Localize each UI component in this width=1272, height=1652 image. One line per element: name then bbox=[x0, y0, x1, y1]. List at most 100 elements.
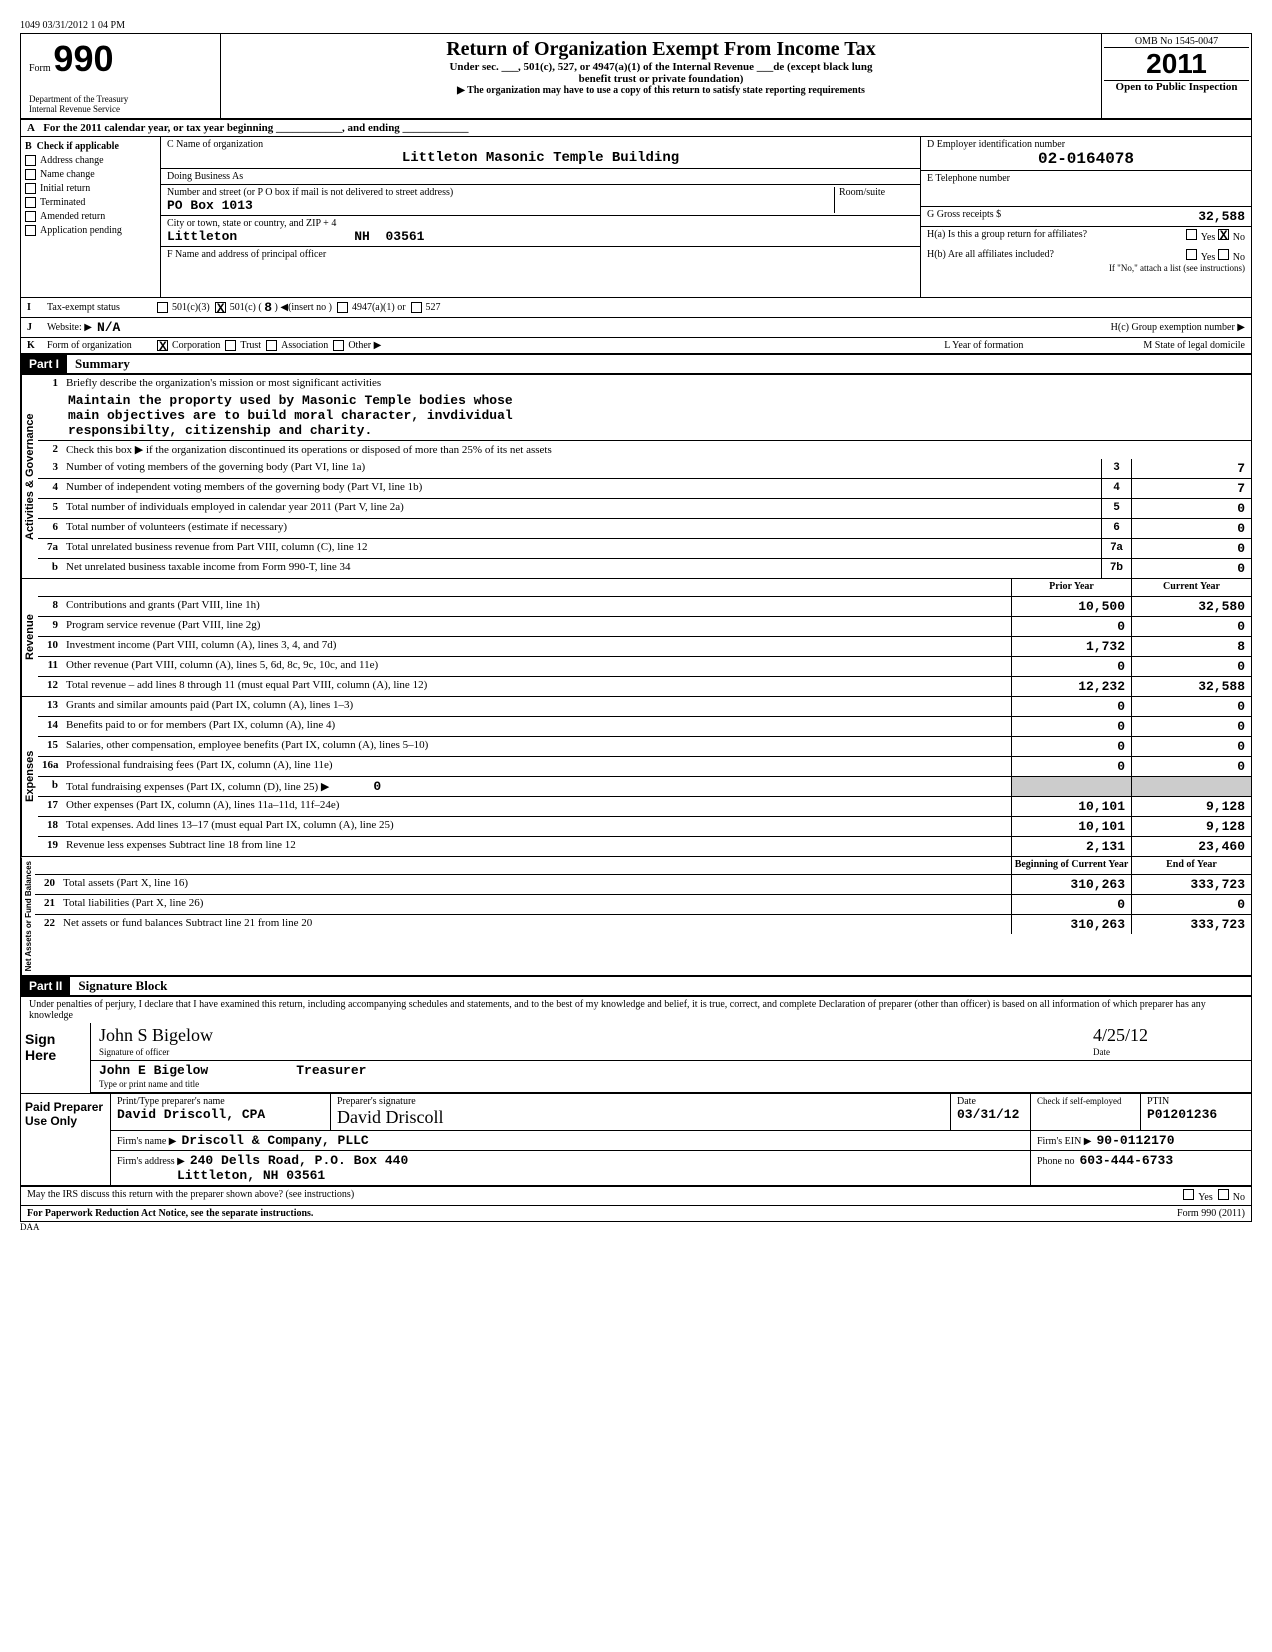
line-k: K Form of organization Corporation Trust… bbox=[21, 338, 1251, 355]
governance-section: Activities & Governance 1Briefly describ… bbox=[21, 375, 1251, 579]
firm-ein: 90-0112170 bbox=[1097, 1133, 1175, 1148]
governance-label: Activities & Governance bbox=[21, 375, 38, 578]
gross-receipts-label: G Gross receipts $ bbox=[927, 209, 1001, 224]
part-2-header: Part II Signature Block bbox=[21, 977, 1251, 997]
state: NH bbox=[354, 229, 370, 244]
ein-label: D Employer identification number bbox=[927, 139, 1245, 150]
revenue-section: Revenue Prior YearCurrent Year 8Contribu… bbox=[21, 579, 1251, 697]
line-m-label: M State of legal domicile bbox=[1143, 340, 1245, 351]
preparer-name: David Driscoll, CPA bbox=[117, 1107, 265, 1122]
checkbox-501c[interactable] bbox=[215, 302, 226, 313]
checkbox-discuss-no[interactable] bbox=[1218, 1189, 1229, 1200]
city-label: City or town, state or country, and ZIP … bbox=[167, 218, 914, 229]
zip: 03561 bbox=[385, 229, 424, 244]
checkbox-trust[interactable] bbox=[225, 340, 236, 351]
ptin-value: P01201236 bbox=[1147, 1107, 1217, 1122]
officer-label: F Name and address of principal officer bbox=[161, 247, 920, 297]
identification-grid: B Check if applicable Address change Nam… bbox=[21, 137, 1251, 298]
street-address: PO Box 1013 bbox=[167, 198, 834, 213]
part-1-header: Part I Summary bbox=[21, 355, 1251, 375]
checkbox-hb-no[interactable] bbox=[1218, 249, 1229, 260]
ha-label: H(a) Is this a group return for affiliat… bbox=[927, 229, 1087, 243]
gross-receipts-value: 32,588 bbox=[1198, 209, 1245, 224]
section-b: B Check if applicable Address change Nam… bbox=[21, 137, 161, 297]
timestamp: 1049 03/31/2012 1 04 PM bbox=[20, 20, 1252, 31]
perjury-statement: Under penalties of perjury, I declare th… bbox=[21, 997, 1251, 1023]
expenses-label: Expenses bbox=[21, 697, 38, 856]
checkbox-name-change[interactable] bbox=[25, 169, 36, 180]
sign-here-label: Sign Here bbox=[21, 1023, 91, 1093]
open-public: Open to Public Inspection bbox=[1104, 80, 1249, 93]
checkbox-app-pending[interactable] bbox=[25, 225, 36, 236]
right-column: D Employer identification number 02-0164… bbox=[921, 137, 1251, 297]
checkbox-assoc[interactable] bbox=[266, 340, 277, 351]
firm-phone: 603-444-6733 bbox=[1080, 1153, 1174, 1168]
hb-note: If "No," attach a list (see instructions… bbox=[927, 263, 1245, 273]
hc-label: H(c) Group exemption number ▶ bbox=[1111, 322, 1245, 333]
checkbox-527[interactable] bbox=[411, 302, 422, 313]
mission-line-1: Maintain the proporty used by Masonic Te… bbox=[38, 393, 1251, 408]
checkbox-terminated[interactable] bbox=[25, 197, 36, 208]
checkbox-address-change[interactable] bbox=[25, 155, 36, 166]
section-c: C Name of organization Littleton Masonic… bbox=[161, 137, 921, 297]
phone-label: E Telephone number bbox=[921, 171, 1251, 207]
paid-preparer-section: Paid Preparer Use Only Print/Type prepar… bbox=[21, 1094, 1251, 1187]
expenses-section: Expenses 13Grants and similar amounts pa… bbox=[21, 697, 1251, 857]
firm-address-1: 240 Dells Road, P.O. Box 440 bbox=[190, 1153, 408, 1168]
checkbox-ha-yes[interactable] bbox=[1186, 229, 1197, 240]
main-title: Return of Organization Exempt From Incom… bbox=[225, 38, 1097, 61]
hb-label: H(b) Are all affiliates included? bbox=[927, 249, 1054, 263]
checkbox-initial-return[interactable] bbox=[25, 183, 36, 194]
room-label: Room/suite bbox=[834, 187, 914, 213]
subtitle-1: Under sec. ___, 501(c), 527, or 4947(a)(… bbox=[225, 61, 1097, 73]
name-label: C Name of organization bbox=[167, 139, 914, 150]
org-name: Littleton Masonic Temple Building bbox=[167, 150, 914, 166]
line-a: A For the 2011 calendar year, or tax yea… bbox=[21, 120, 1251, 137]
preparer-signature: David Driscoll bbox=[337, 1107, 443, 1127]
daa-label: DAA bbox=[20, 1222, 1252, 1232]
form-990-page: Form 990 Department of the Treasury Inte… bbox=[20, 33, 1252, 1222]
checkbox-corp[interactable] bbox=[157, 340, 168, 351]
checkbox-4947[interactable] bbox=[337, 302, 348, 313]
irs-discuss-row: May the IRS discuss this return with the… bbox=[21, 1187, 1251, 1206]
officer-title: Treasurer bbox=[296, 1063, 366, 1078]
dept-treasury: Department of the Treasury bbox=[29, 94, 212, 104]
officer-signature: John S Bigelow bbox=[99, 1025, 213, 1045]
website-value: N/A bbox=[97, 320, 120, 335]
ein-value: 02-0164078 bbox=[927, 150, 1245, 168]
signature-block: Under penalties of perjury, I declare th… bbox=[21, 997, 1251, 1094]
checkbox-other[interactable] bbox=[333, 340, 344, 351]
sig-date: 4/25/12 bbox=[1093, 1025, 1148, 1045]
irs-label: Internal Revenue Service bbox=[29, 104, 212, 114]
mission-line-2: main objectives are to build moral chara… bbox=[38, 408, 1251, 423]
mission-line-3: responsibilty, citizenship and charity. bbox=[38, 423, 1251, 441]
footer-row: For Paperwork Reduction Act Notice, see … bbox=[21, 1206, 1251, 1221]
checkbox-hb-yes[interactable] bbox=[1186, 249, 1197, 260]
form-header: Form 990 Department of the Treasury Inte… bbox=[21, 34, 1251, 120]
omb-number: OMB No 1545-0047 bbox=[1104, 36, 1249, 48]
preparer-date: 03/31/12 bbox=[957, 1107, 1019, 1122]
line-l-label: L Year of formation bbox=[944, 340, 1023, 351]
street-label: Number and street (or P O box if mail is… bbox=[167, 187, 834, 198]
dba-label: Doing Business As bbox=[161, 169, 920, 185]
form-label: Form bbox=[29, 63, 51, 74]
checkbox-discuss-yes[interactable] bbox=[1183, 1189, 1194, 1200]
paid-preparer-label: Paid Preparer Use Only bbox=[21, 1094, 111, 1185]
checkbox-501c3[interactable] bbox=[157, 302, 168, 313]
checkbox-amended[interactable] bbox=[25, 211, 36, 222]
firm-address-2: Littleton, NH 03561 bbox=[177, 1168, 325, 1183]
form-number: 990 bbox=[53, 38, 113, 79]
self-employed-check: Check if self-employed bbox=[1031, 1094, 1141, 1130]
net-assets-section: Net Assets or Fund Balances Beginning of… bbox=[21, 857, 1251, 977]
subtitle-2: benefit trust or private foundation) bbox=[225, 73, 1097, 85]
city: Littleton bbox=[167, 229, 237, 244]
line-i: I Tax-exempt status 501(c)(3) 501(c) ( 8… bbox=[21, 298, 1251, 318]
line-j: J Website: ▶ N/A H(c) Group exemption nu… bbox=[21, 318, 1251, 338]
officer-name: John E Bigelow bbox=[99, 1063, 208, 1078]
revenue-label: Revenue bbox=[21, 579, 38, 696]
net-assets-label: Net Assets or Fund Balances bbox=[21, 857, 35, 975]
firm-name: Driscoll & Company, PLLC bbox=[182, 1133, 369, 1148]
subtitle-3: ▶ The organization may have to use a cop… bbox=[225, 85, 1097, 96]
tax-year: 2011 bbox=[1104, 48, 1249, 80]
checkbox-ha-no[interactable] bbox=[1218, 229, 1229, 240]
